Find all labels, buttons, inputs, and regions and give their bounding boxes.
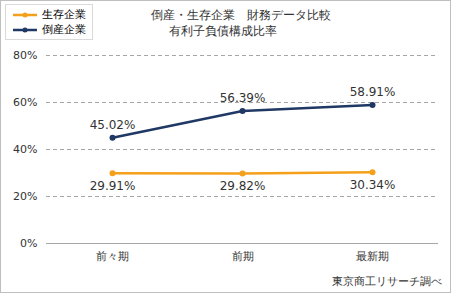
html-text:東京商工リサーチ調べ: 東京商工リサーチ調べ — [332, 275, 442, 288]
svg-text:56.39%: 56.39% — [220, 91, 266, 105]
svg-text:40%: 40% — [13, 143, 37, 156]
svg-text:前期: 前期 — [232, 250, 254, 263]
svg-text:29.82%: 29.82% — [220, 179, 266, 193]
html-text:有利子負債構成比率: 有利子負債構成比率 — [169, 24, 277, 38]
svg-text:60%: 60% — [13, 96, 37, 109]
svg-text:最新期: 最新期 — [356, 250, 389, 263]
svg-text:58.91%: 58.91% — [350, 85, 396, 99]
svg-text:30.34%: 30.34% — [350, 178, 396, 192]
svg-text:20%: 20% — [13, 190, 37, 203]
svg-text:45.02%: 45.02% — [90, 118, 136, 132]
html-text:倒産・生存企業 財務データ比較: 倒産・生存企業 財務データ比較 — [151, 8, 331, 22]
html-text:生存企業: 生存企業 — [42, 8, 86, 21]
svg-text:0%: 0% — [20, 237, 37, 250]
svg-text:29.91%: 29.91% — [90, 179, 136, 193]
html-text:倒産企業: 倒産企業 — [42, 23, 86, 36]
svg-text:前々期: 前々期 — [96, 250, 129, 263]
svg-text:80%: 80% — [13, 49, 37, 62]
